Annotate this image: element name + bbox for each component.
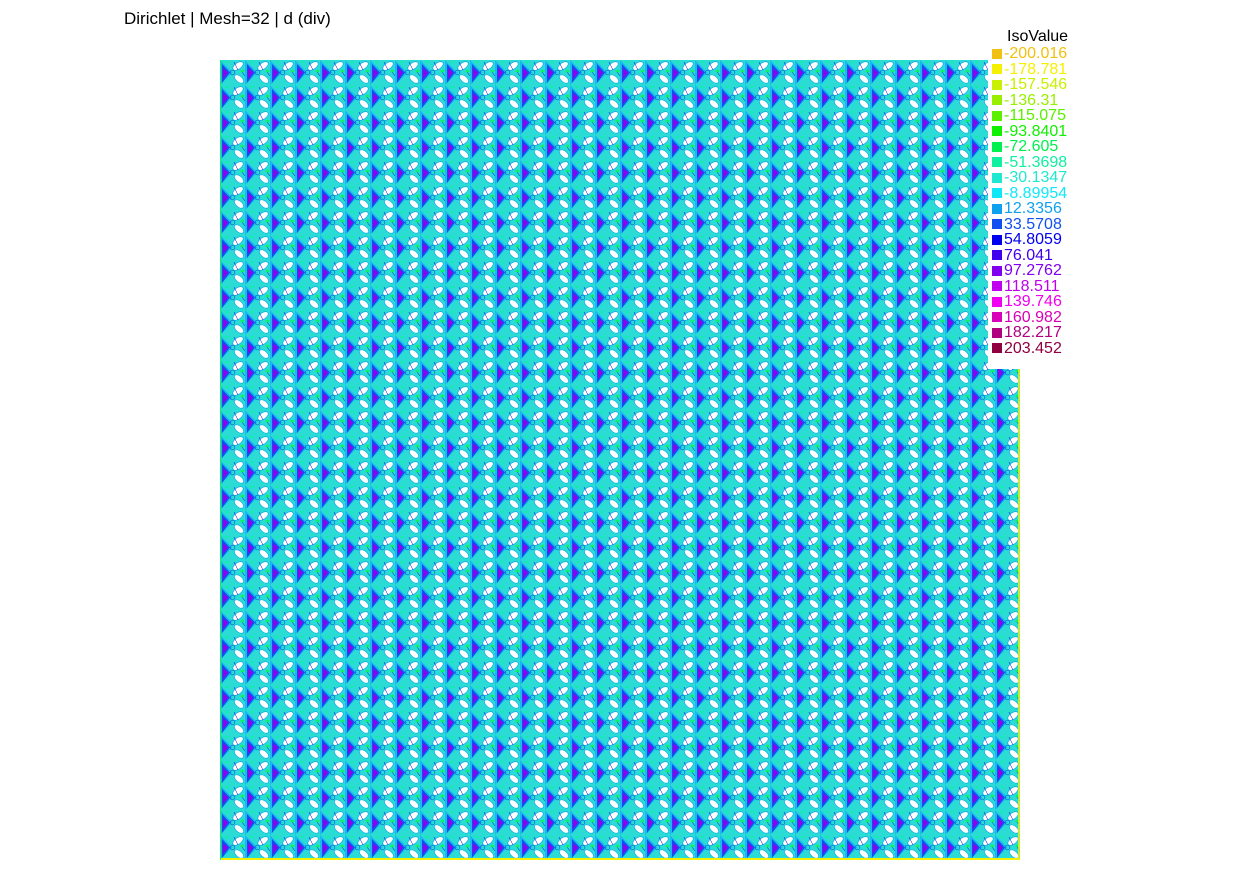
isovalue-fill bbox=[220, 60, 1020, 860]
legend-item: -93.8401 bbox=[992, 122, 1068, 140]
legend-label: 33.5708 bbox=[1004, 215, 1062, 233]
legend-label: 97.2762 bbox=[1004, 262, 1062, 280]
legend-swatch bbox=[992, 234, 1002, 245]
legend-label: -72.605 bbox=[1004, 138, 1059, 156]
legend-label: -200.016 bbox=[1004, 45, 1068, 63]
legend-label: 139.746 bbox=[1004, 293, 1062, 311]
legend-swatch bbox=[992, 79, 1002, 90]
legend-label: 160.982 bbox=[1004, 308, 1062, 326]
legend-swatch bbox=[992, 95, 1002, 106]
legend-item: 203.452 bbox=[992, 339, 1067, 357]
legend-swatch bbox=[992, 265, 1002, 276]
legend-item: -8.89954 bbox=[992, 184, 1068, 202]
legend-swatch bbox=[992, 203, 1002, 214]
legend-swatch bbox=[992, 64, 1002, 75]
legend-item: 182.217 bbox=[992, 325, 1067, 341]
legend-swatch bbox=[992, 141, 1002, 152]
legend-label: -136.31 bbox=[1004, 91, 1059, 109]
legend-label: -157.546 bbox=[1004, 76, 1068, 94]
legend-label: -115.075 bbox=[1004, 107, 1066, 125]
isovalue-legend: IsoValue -200.016 -178.781 -157.546 -136.31… bbox=[988, 27, 1082, 369]
legend-item: -51.3698 bbox=[992, 153, 1068, 171]
legend-swatch bbox=[992, 312, 1002, 323]
legend-label: 54.8059 bbox=[1004, 231, 1062, 249]
legend-label: -93.8401 bbox=[1004, 122, 1068, 140]
legend-item: -200.016 bbox=[992, 46, 1067, 62]
legend-label: 76.041 bbox=[1004, 246, 1053, 264]
legend-swatch bbox=[992, 157, 1002, 168]
legend-swatch bbox=[992, 281, 1002, 292]
legend-item: 76.041 bbox=[992, 246, 1067, 264]
legend-item: -178.781 bbox=[992, 60, 1068, 78]
legend-item: 33.5708 bbox=[992, 215, 1067, 233]
legend-label: -178.781 bbox=[1004, 60, 1068, 78]
legend-swatch bbox=[992, 126, 1002, 137]
legend-swatch bbox=[992, 327, 1002, 338]
legend-swatch bbox=[992, 110, 1002, 121]
legend-swatch bbox=[992, 219, 1002, 230]
legend-item: -30.1347 bbox=[992, 170, 1067, 186]
legend-swatch bbox=[992, 343, 1002, 354]
legend-label: 182.217 bbox=[1004, 324, 1062, 342]
legend-swatch bbox=[992, 250, 1002, 261]
legend-label: -30.1347 bbox=[1004, 169, 1068, 187]
legend-items: -200.016 -178.781 -157.546 -136.31 -115.075-… bbox=[992, 46, 1067, 356]
legend-item: -136.31 bbox=[992, 91, 1067, 109]
legend-item: 160.982 bbox=[992, 308, 1067, 326]
legend-title: IsoValue bbox=[1007, 28, 1069, 45]
legend-label: -8.89954 bbox=[1004, 184, 1068, 202]
legend-label: 118.511 bbox=[1004, 277, 1060, 295]
legend-item: 54.8059 bbox=[992, 232, 1067, 248]
legend-label: 12.3356 bbox=[1004, 200, 1062, 218]
legend-item: 97.2762 bbox=[992, 263, 1067, 279]
legend-item: -157.546 bbox=[992, 77, 1067, 93]
legend-item: -115.075 bbox=[992, 108, 1067, 124]
legend-swatch bbox=[992, 188, 1002, 199]
isovalue-plot-area bbox=[220, 60, 1020, 860]
legend-item: -72.605 bbox=[992, 139, 1067, 155]
legend-swatch bbox=[992, 48, 1002, 59]
legend-label: -51.3698 bbox=[1004, 153, 1068, 171]
legend-label: 203.452 bbox=[1004, 339, 1062, 357]
legend-item: 12.3356 bbox=[992, 201, 1067, 217]
legend-swatch bbox=[992, 296, 1002, 307]
legend-item: 118.511 bbox=[992, 277, 1067, 295]
isovalue-plot-svg bbox=[220, 60, 1020, 860]
legend-item: 139.746 bbox=[992, 294, 1067, 310]
plot-title: Dirichlet | Mesh=32 | d (div) bbox=[124, 9, 331, 28]
legend-swatch bbox=[992, 172, 1002, 183]
